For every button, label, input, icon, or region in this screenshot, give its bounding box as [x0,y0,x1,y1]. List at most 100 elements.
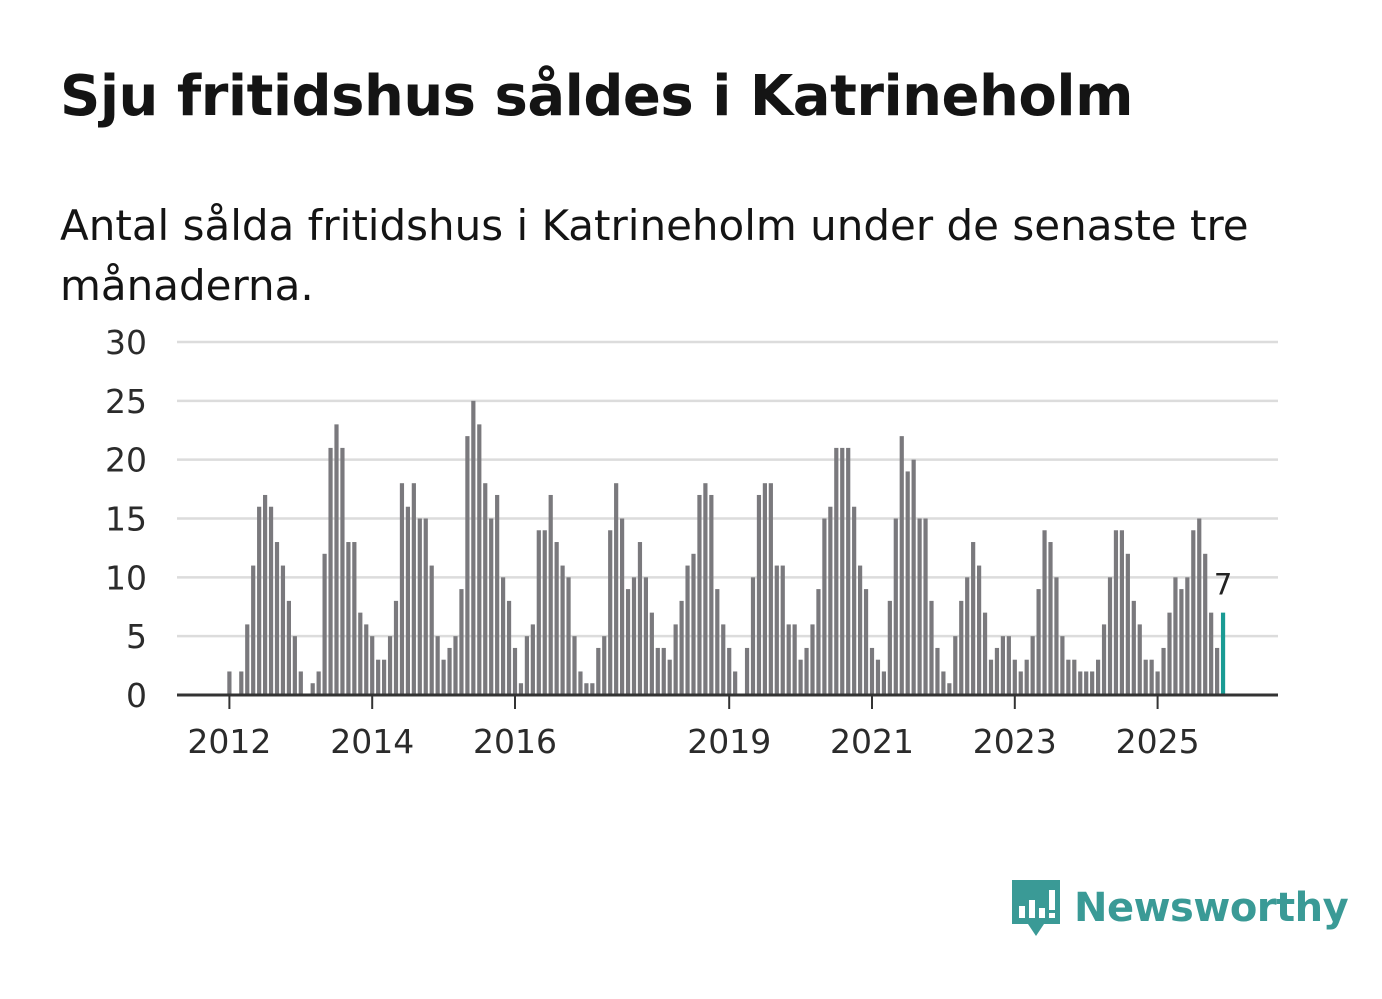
bar [524,636,529,695]
bar [495,494,500,695]
bar [1006,636,1011,695]
bar [1119,530,1124,695]
bar [429,565,434,695]
bar [929,600,934,695]
bar [923,518,928,695]
bar [257,506,262,695]
bar [828,506,833,695]
bar [810,624,815,695]
bar [965,577,970,695]
grid-lines [177,340,1278,638]
bar [560,565,565,695]
bar [554,542,559,695]
bar [447,647,452,695]
bar [512,647,518,695]
bar [340,447,345,695]
bar [536,530,541,695]
bar [899,436,904,695]
newsworthy-logo: Newsworthy [1010,878,1349,938]
bar [750,577,756,695]
bar [328,447,333,695]
bar [869,647,875,695]
bar [1096,659,1101,695]
bar [423,518,428,695]
bar [804,647,809,695]
bar [768,483,773,695]
bar [971,542,976,695]
bar [518,683,524,695]
y-tick-label-15: 15 [105,500,147,539]
bar [393,600,399,695]
bar [881,671,886,695]
bar [370,636,375,695]
bar [863,589,869,695]
bar [1125,553,1130,695]
bar [1078,671,1083,695]
bar [721,624,726,695]
bar [1179,589,1184,695]
bar [1066,659,1071,695]
bar [471,400,476,695]
bar [1161,647,1166,695]
bar [977,565,982,695]
bar [911,459,916,695]
bar [483,483,488,695]
bar [1060,636,1065,695]
bar [506,600,512,695]
bar [816,589,821,695]
bar [453,636,458,695]
bar [387,636,393,695]
bar [994,647,1000,695]
bar [584,683,589,695]
bar [465,436,470,695]
bar [744,647,750,695]
x-tick-label-2023: 2023 [973,722,1057,761]
bar [887,600,892,695]
bar [1167,612,1172,695]
bar [590,683,595,695]
x-tick-label-2012: 2012 [187,722,271,761]
bar [959,600,964,695]
chart-title: Sju fritidshus såldes i Katrineholm [60,64,1133,129]
bar [566,577,571,695]
bar [489,518,494,695]
bar [1197,518,1202,695]
bar [935,647,940,695]
bar [310,683,315,695]
bar [316,671,321,695]
bar [709,494,714,695]
bar [1191,530,1196,695]
bar [1143,659,1148,695]
bar [405,506,410,695]
bar [596,647,601,695]
bar [822,518,827,695]
bar [893,518,898,695]
bar [691,553,696,695]
bar [1215,647,1220,695]
bar [441,659,446,695]
bar [1018,671,1023,695]
bar [1107,577,1113,695]
bar [792,624,797,695]
bar [298,671,303,695]
bar [1149,659,1154,695]
bar [1012,659,1017,695]
bar [715,589,720,695]
bar [762,483,767,695]
bar [239,671,244,695]
bar [780,565,785,695]
bar [637,542,643,695]
y-tick-label-10: 10 [105,558,147,597]
bar [274,542,280,695]
bar [953,636,958,695]
chart-subtitle: Antal sålda fritidshus i Katrineholm und… [60,201,1249,310]
bar [756,494,762,695]
bar [227,671,232,695]
bar [1101,624,1107,695]
bar [947,683,952,695]
bar [875,659,881,695]
bar [542,530,547,695]
bar [614,483,619,695]
bar [727,647,732,695]
bar [697,494,702,695]
